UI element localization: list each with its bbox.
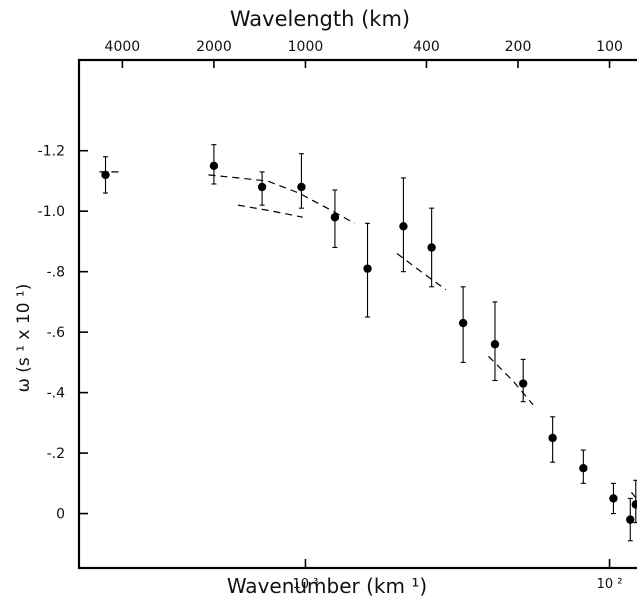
data-points — [101, 144, 637, 542]
trend-line — [237, 204, 303, 218]
data-point — [579, 464, 588, 473]
trend-line — [396, 253, 447, 291]
data-point — [209, 161, 219, 171]
top-tick-label: 1000 — [288, 39, 324, 55]
top-tick-label: 4000 — [105, 39, 141, 55]
data-point — [518, 379, 528, 388]
y-tick-label: -1.2 — [38, 144, 65, 160]
data-point — [257, 182, 267, 192]
y-tick-label: -.8 — [47, 265, 65, 281]
data-point — [631, 500, 637, 509]
axis-ticks: -1.2 -1.0 -.8 -.6 -.4 -.2 0 10 ³ 10 ² 4000 2000 100… — [38, 39, 623, 592]
trend-lines — [99, 171, 637, 501]
data-point — [609, 494, 618, 503]
data-point — [458, 318, 468, 328]
y-tick-label: -.6 — [47, 325, 66, 341]
plot-frame — [77, 58, 637, 570]
y-tick-label: 0 — [56, 507, 65, 523]
data-point — [490, 340, 500, 349]
top-tick-label: 400 — [413, 39, 440, 55]
trend-line — [208, 174, 355, 224]
y-tick-label: -.4 — [47, 386, 66, 402]
x-tick-label: 10 ³ — [293, 577, 319, 592]
data-point — [363, 264, 372, 273]
y-tick-label: -.2 — [47, 446, 65, 462]
y-tick-label: -1.0 — [38, 204, 65, 220]
data-point — [101, 170, 110, 180]
data-point — [626, 515, 635, 524]
data-point — [427, 243, 436, 252]
trend-line — [630, 492, 637, 501]
top-tick-label: 100 — [596, 39, 623, 55]
top-tick-label: 200 — [505, 39, 532, 55]
x-axis-label: Wavenumber (km ¹) — [227, 574, 427, 598]
data-point — [399, 222, 408, 231]
x-tick-label: 10 ² — [597, 577, 623, 592]
top-tick-label: 2000 — [196, 39, 232, 55]
data-point — [548, 433, 557, 443]
chart-title: Wavelength (km) — [230, 7, 410, 31]
data-point — [297, 182, 306, 192]
y-axis-label: ω (s ¹ x 10 ¹) — [14, 284, 34, 393]
data-point — [330, 213, 340, 222]
